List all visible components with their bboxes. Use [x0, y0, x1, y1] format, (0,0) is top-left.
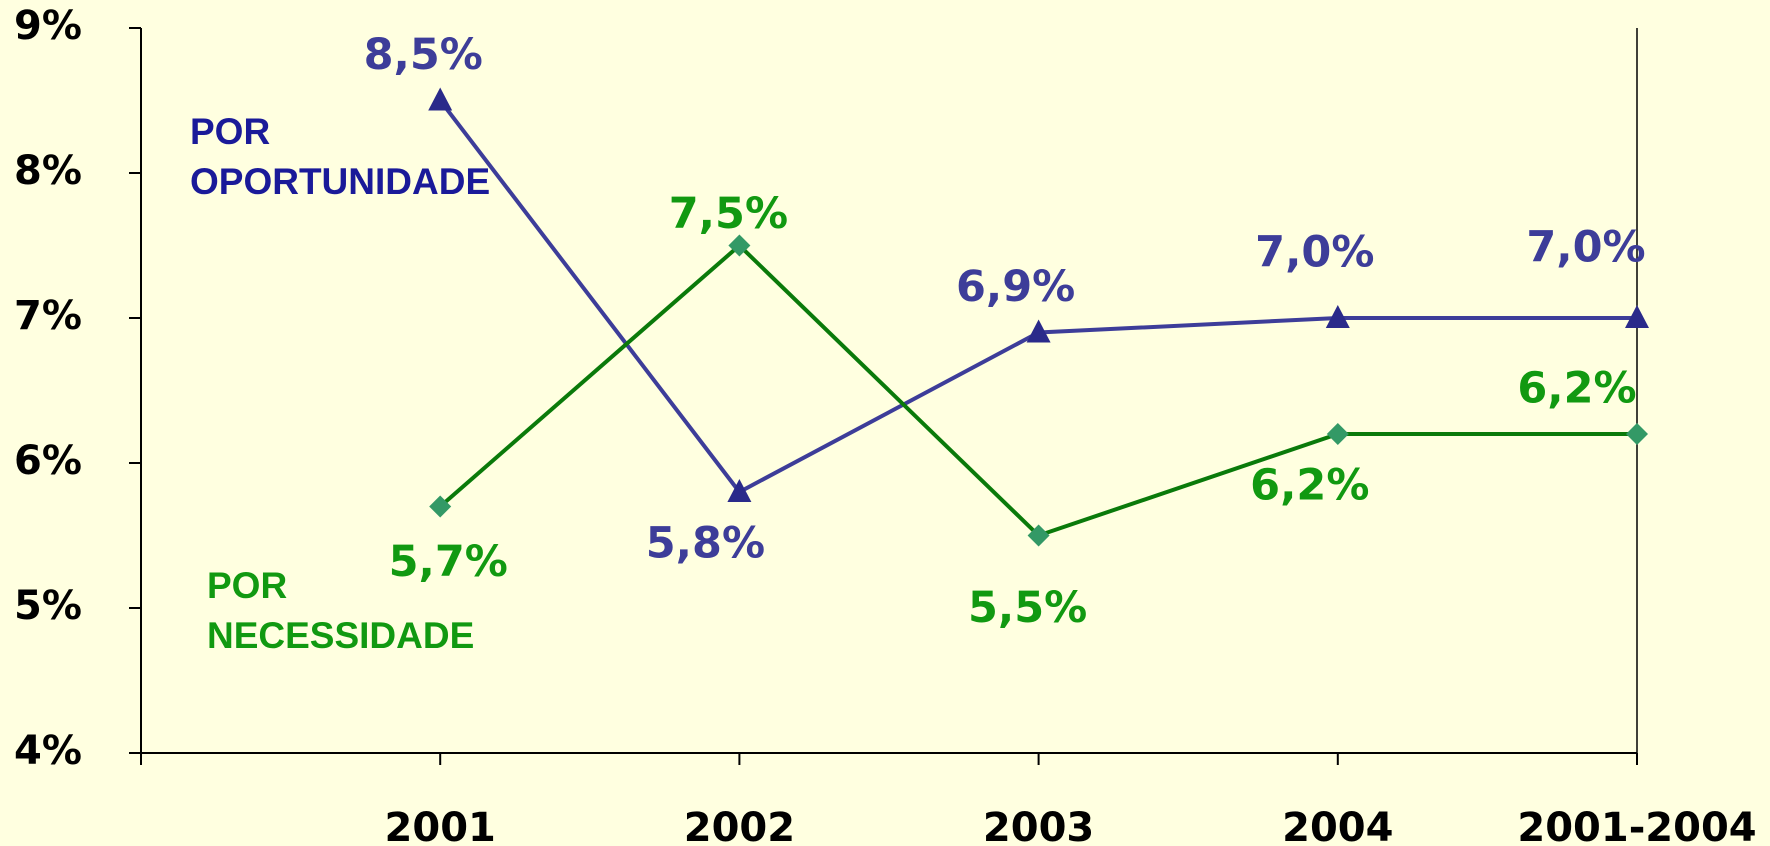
y-tick-label: 6%: [14, 438, 82, 484]
marker: [1026, 319, 1051, 343]
marker: [728, 234, 751, 257]
x-tick-label: 2003: [983, 805, 1094, 846]
data-label: 6,2%: [1517, 364, 1636, 414]
marker: [429, 495, 452, 518]
x-tick-label: 2001: [385, 805, 496, 846]
data-label: 7,0%: [1526, 223, 1645, 273]
marker: [428, 87, 453, 111]
data-label: 7,5%: [669, 189, 788, 239]
series-name: POR NECESSIDADE: [207, 565, 475, 656]
series-name: POR OPORTUNIDADE: [190, 111, 491, 202]
x-tick-label: 2001-2004: [1517, 805, 1756, 846]
marker: [1625, 305, 1649, 328]
marker: [1027, 524, 1050, 547]
data-label: 6,2%: [1250, 461, 1369, 511]
data-label: 6,9%: [956, 262, 1075, 312]
y-tick-label: 5%: [14, 583, 82, 629]
marker: [1626, 423, 1648, 445]
y-tick-label: 8%: [14, 148, 82, 194]
data-label: 8,5%: [364, 30, 483, 80]
data-label: 5,8%: [646, 519, 765, 569]
x-tick-label: 2004: [1282, 805, 1393, 846]
marker: [1325, 305, 1350, 328]
y-tick-label: 7%: [14, 293, 82, 339]
y-tick-label: 9%: [14, 3, 82, 49]
y-tick-label: 4%: [14, 728, 82, 774]
x-tick-label: 2002: [684, 805, 795, 846]
data-label: 5,5%: [968, 583, 1087, 633]
data-label: 7,0%: [1255, 228, 1374, 278]
marker: [727, 479, 752, 502]
data-label: 5,7%: [389, 537, 508, 587]
marker: [1326, 423, 1349, 445]
